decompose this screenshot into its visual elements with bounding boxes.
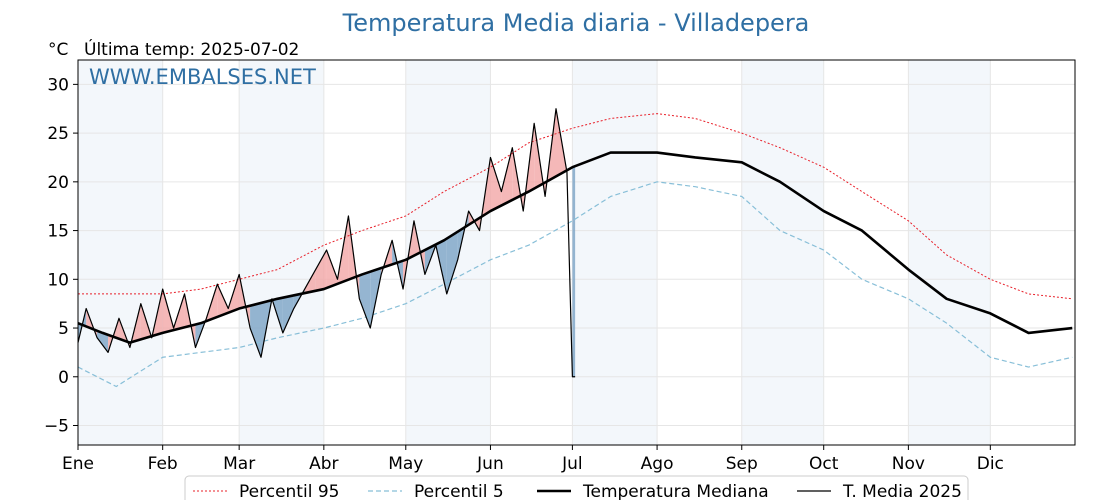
x-tick-label-Mar: Mar — [223, 454, 255, 474]
y-tick-label: 15 — [47, 222, 69, 242]
x-tick-label-Jul: Jul — [561, 454, 583, 474]
watermark: WWW.EMBALSES.NET — [89, 65, 316, 89]
y-tick-label: 10 — [47, 270, 69, 290]
x-tick-label-Jun: Jun — [476, 454, 504, 474]
legend-label-3: T. Media 2025 — [842, 482, 962, 500]
fill-above-median — [86, 308, 98, 338]
legend-box — [184, 475, 969, 500]
last-temp-label: Última temp: 2025-07-02 — [84, 38, 299, 60]
y-tick-label: 5 — [58, 319, 69, 339]
x-tick-label-Sep: Sep — [726, 454, 758, 474]
unit-label: °C — [48, 40, 68, 60]
y-tick-label: 0 — [58, 368, 69, 388]
y-tick-label: 20 — [47, 173, 69, 193]
fill-below-median — [359, 271, 371, 329]
month-shade-Jul — [572, 60, 658, 445]
x-tick-label-Feb: Feb — [148, 454, 178, 474]
y-tick-label: 30 — [47, 75, 69, 95]
fill-below-median — [446, 231, 458, 294]
month-shading — [78, 60, 991, 445]
x-tick-label-Oct: Oct — [809, 454, 839, 474]
x-tick-label-Ago: Ago — [641, 454, 674, 474]
fill-above-median — [217, 284, 229, 317]
y-tick-label: 25 — [47, 124, 69, 144]
x-tick-label-Ene: Ene — [62, 454, 94, 474]
x-axis: Ene Feb Mar Abr May Jun Jul Ago Sep Oct Nov Dic — [62, 445, 1004, 474]
month-shade-Mar — [239, 60, 324, 445]
fill-below-median — [572, 166, 576, 377]
month-shade-Ene — [78, 60, 163, 445]
y-axis: −5 0 5 10 15 20 25 30 — [44, 75, 78, 437]
legend-label-2: Temperatura Mediana — [582, 482, 769, 500]
legend: Percentil 95 Percentil 5 Temperatura Media… — [184, 475, 969, 500]
month-shade-Sep — [741, 60, 824, 445]
fill-below-median — [282, 295, 294, 333]
y-tick-label: −5 — [44, 417, 69, 437]
x-tick-label-Nov: Nov — [892, 454, 925, 474]
series-line-3 — [77, 108, 576, 378]
x-tick-label-May: May — [388, 454, 423, 474]
series-line-2 — [77, 151, 1073, 344]
fill-above-median — [326, 250, 338, 289]
fill-above-median — [490, 157, 502, 212]
legend-label-1: Percentil 5 — [414, 482, 504, 500]
legend-label-0: Percentil 95 — [239, 482, 339, 500]
plot-frame — [77, 59, 1076, 446]
fill-above-median — [315, 250, 327, 291]
x-tick-label-Abr: Abr — [309, 454, 338, 474]
x-tick-label-Dic: Dic — [977, 454, 1004, 474]
fill-below-median — [250, 302, 262, 358]
fill-below-median — [97, 330, 109, 353]
chart-title: Temperatura Media diaria - Villadepera — [342, 9, 810, 37]
series-lines — [77, 108, 1073, 388]
fill-above-median — [501, 147, 513, 206]
month-shade-Nov — [908, 60, 991, 445]
